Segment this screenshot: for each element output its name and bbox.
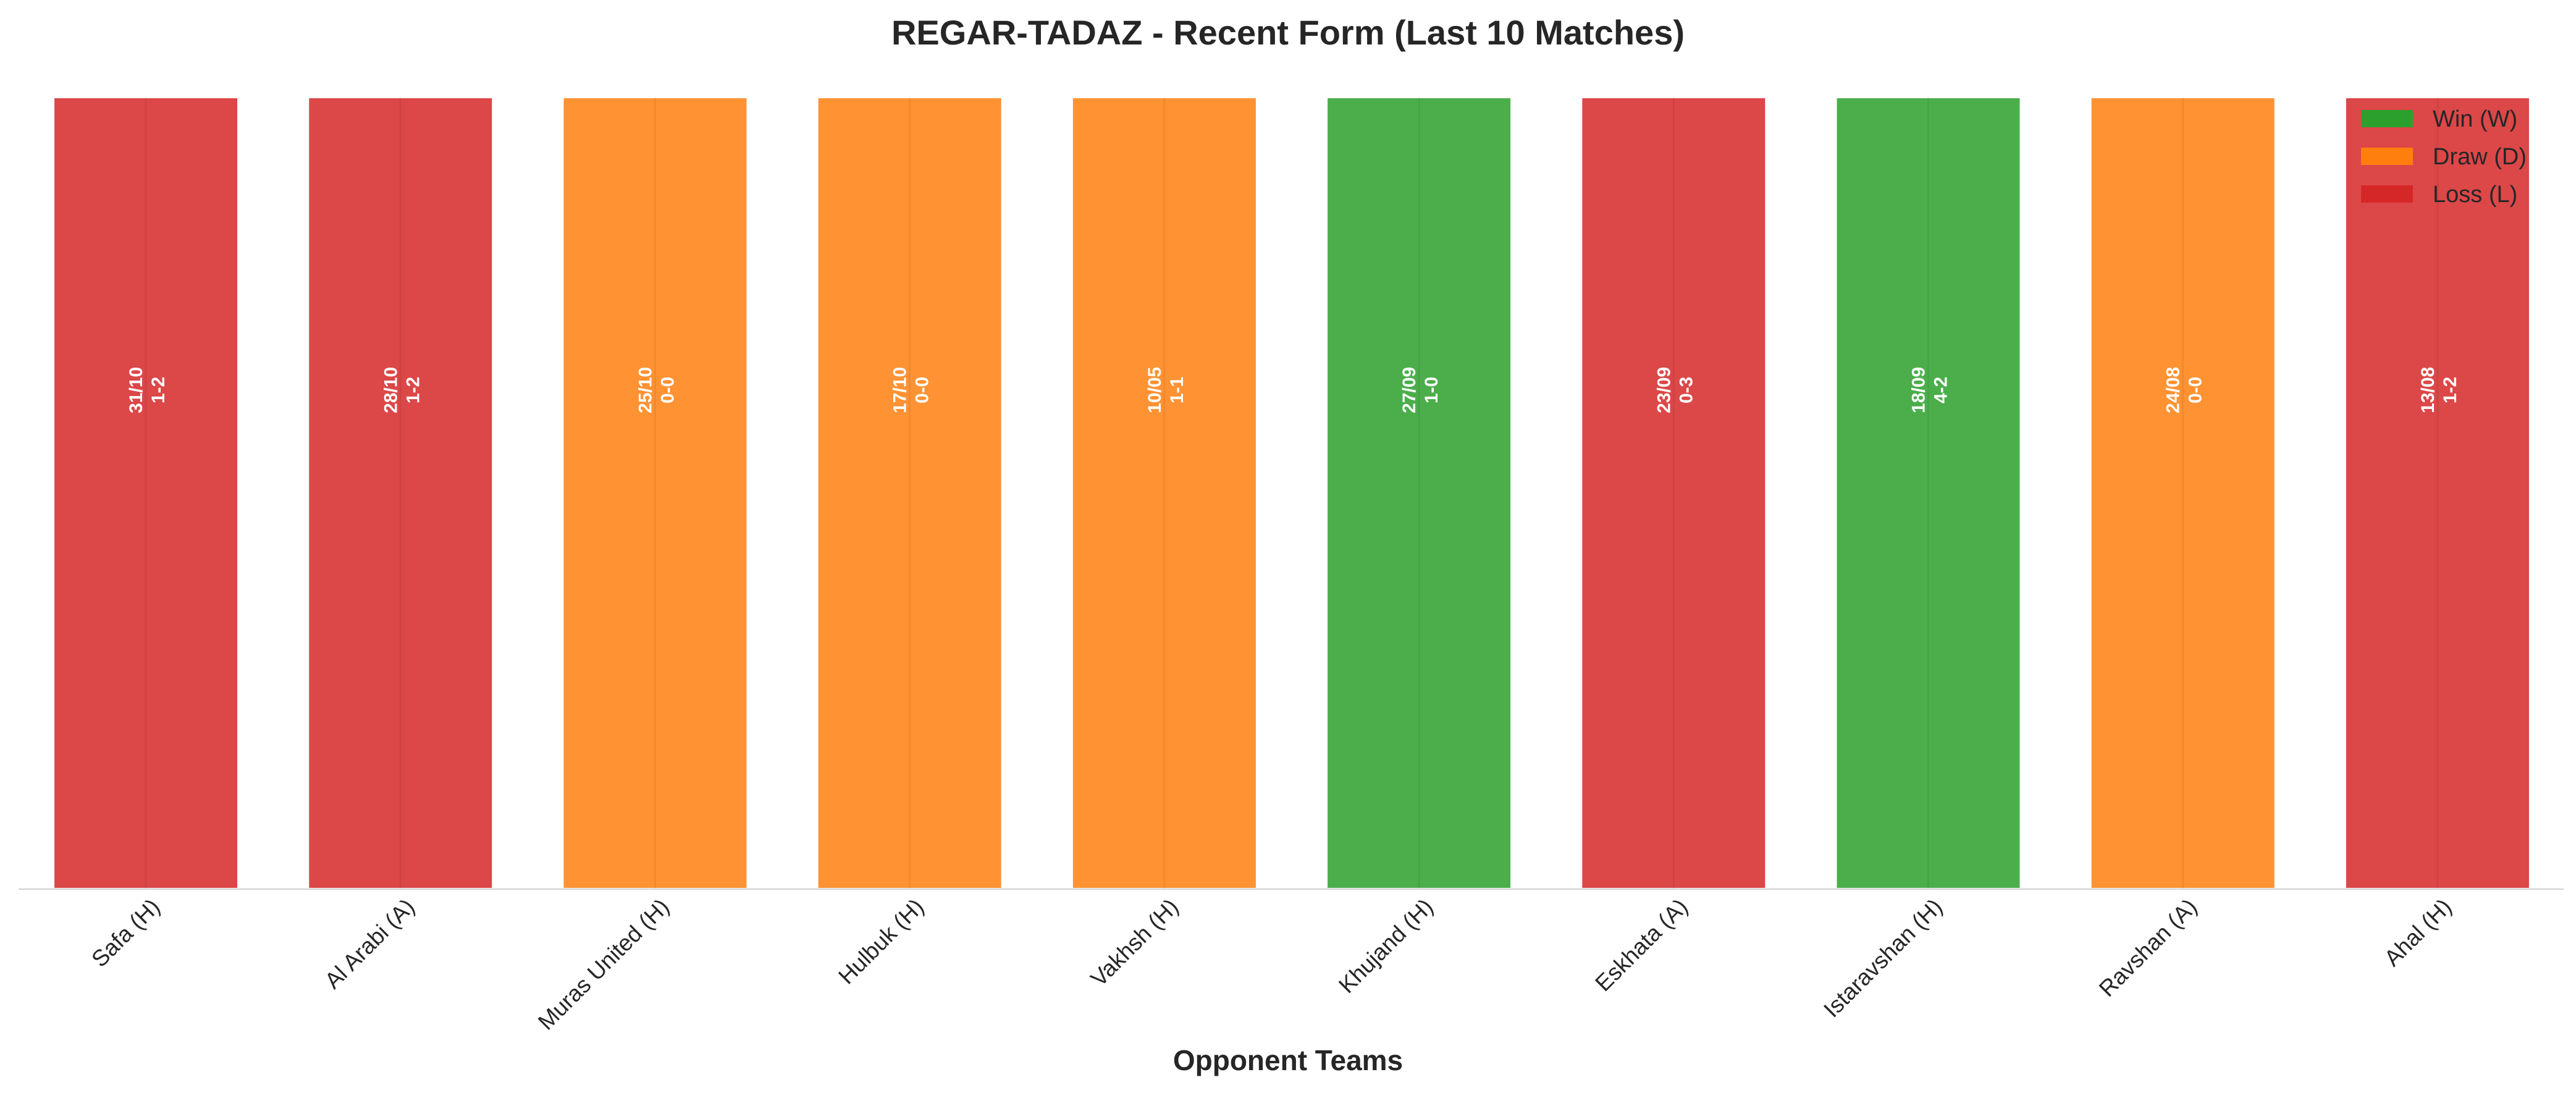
- bar-date-label: 18/09: [1909, 367, 1929, 413]
- bar-2: [306, 96, 495, 890]
- match-bar-group: 24/08 0-0: [2089, 96, 2277, 890]
- bars-layer: 31/10 1-2 28/10 1-2 25/10 0-0 17/10 0-0 10/05 1-1…: [52, 96, 2532, 890]
- bar-date-label: 27/09: [1399, 367, 1420, 413]
- bar-6: [1325, 96, 1513, 890]
- x-tick-label: Ravshan (A): [2094, 894, 2202, 1002]
- legend-label-w: Win (W): [2433, 106, 2517, 132]
- legend-label-d: Draw (D): [2433, 144, 2527, 170]
- match-bar-group: 31/10 1-2: [52, 96, 240, 890]
- x-tick-label: Safa (H): [86, 894, 164, 972]
- bar-date-label: 17/10: [890, 367, 911, 413]
- bar-8: [1834, 96, 2022, 890]
- x-tick-label: Muras United (H): [533, 894, 674, 1035]
- x-tick-label: Eskhata (A): [1590, 894, 1693, 997]
- match-bar-group: 10/05 1-1: [1070, 96, 1258, 890]
- match-bar-group: 13/08 1-2: [2343, 96, 2532, 890]
- bar-score-label: 4-2: [1931, 377, 1951, 403]
- bar-date-label: 23/09: [1654, 367, 1674, 413]
- match-bar-group: 17/10 0-0: [815, 96, 1004, 890]
- legend: Win (W) Draw (D) Loss (L): [2361, 106, 2527, 208]
- bar-4: [815, 96, 1004, 890]
- bar-1: [52, 96, 240, 890]
- x-tick-labels: Safa (H) Al Arabi (A) Muras United (H) Hulb…: [86, 894, 2456, 1035]
- bar-score-label: 1-2: [403, 377, 423, 403]
- chart-title: REGAR-TADAZ - Recent Form (Last 10 Match…: [891, 13, 1685, 52]
- bar-5: [1070, 96, 1258, 890]
- match-bar-group: 23/09 0-3: [1580, 96, 1768, 890]
- match-bar-group: 18/09 4-2: [1834, 96, 2022, 890]
- x-tick-label: Vakhsh (H): [1086, 894, 1184, 992]
- x-axis-label: Opponent Teams: [1173, 1044, 1403, 1076]
- bar-date-label: 24/08: [2163, 367, 2184, 413]
- legend-swatch-d: [2361, 148, 2413, 165]
- bar-score-label: 0-0: [2186, 377, 2206, 403]
- match-bar-group: 28/10 1-2: [306, 96, 495, 890]
- bar-score-label: 0-0: [658, 377, 678, 403]
- match-bar-group: 25/10 0-0: [561, 96, 749, 890]
- bar-date-label: 10/05: [1145, 367, 1165, 413]
- bar-score-label: 0-3: [1676, 377, 1696, 403]
- legend-label-l: Loss (L): [2433, 182, 2517, 208]
- bar-10: [2343, 96, 2532, 890]
- bar-score-label: 1-2: [2440, 377, 2460, 403]
- x-tick-label: Hulbuk (H): [833, 894, 928, 989]
- x-tick-label: Istaravshan (H): [1819, 894, 1947, 1023]
- bar-7: [1580, 96, 1768, 890]
- bar-score-label: 1-1: [1167, 377, 1187, 403]
- x-tick-label: Khujand (H): [1334, 894, 1438, 998]
- bar-score-label: 1-0: [1421, 377, 1442, 403]
- bar-3: [561, 96, 749, 890]
- bar-date-label: 31/10: [126, 367, 146, 413]
- x-tick-label: Al Arabi (A): [320, 894, 419, 994]
- legend-swatch-w: [2361, 110, 2413, 127]
- bar-score-label: 1-2: [148, 377, 169, 403]
- match-bar-group: 27/09 1-0: [1325, 96, 1513, 890]
- bar-date-label: 13/08: [2418, 367, 2438, 413]
- x-tick-label: Ahal (H): [2380, 894, 2457, 971]
- bar-date-label: 25/10: [636, 367, 656, 413]
- bar-score-label: 0-0: [912, 377, 933, 403]
- legend-swatch-l: [2361, 185, 2413, 203]
- bar-date-label: 28/10: [381, 367, 401, 413]
